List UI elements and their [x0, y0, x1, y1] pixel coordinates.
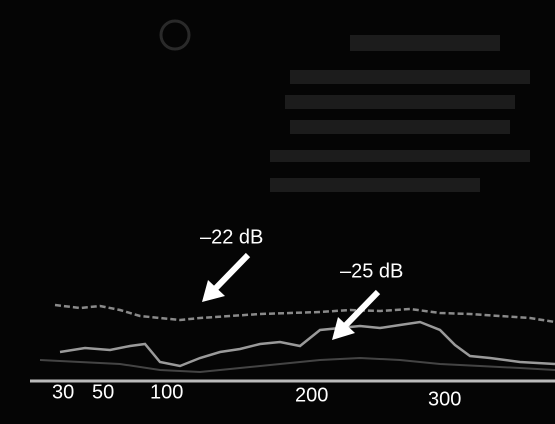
lower-trace	[59, 320, 555, 368]
annotation: –22 dB	[200, 226, 263, 248]
axis-label: 300	[428, 388, 461, 410]
axis-label: 100	[150, 381, 183, 403]
arrow	[211, 252, 251, 293]
noise-trace	[39, 356, 555, 374]
axis-label: 50	[92, 381, 114, 403]
arrow	[341, 289, 381, 330]
faint-screen-text	[270, 35, 530, 192]
arrow-head	[332, 317, 355, 340]
axis-label: 30	[52, 381, 74, 403]
upper-trace	[54, 303, 555, 324]
faint-logo	[159, 19, 191, 51]
axis-label: 200	[295, 384, 328, 406]
arrow-head	[202, 280, 225, 302]
annotation: –25 dB	[340, 260, 403, 282]
